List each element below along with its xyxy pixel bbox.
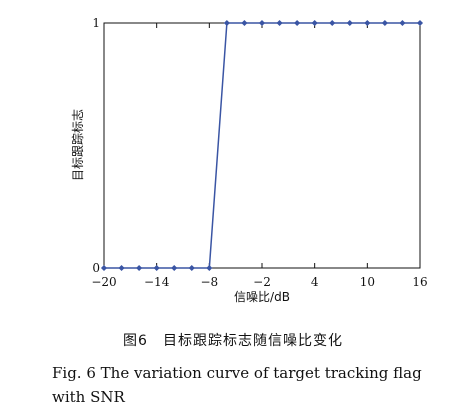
plot-frame — [103, 22, 421, 269]
y-tick-label: 1 — [92, 16, 100, 30]
data-point-marker — [294, 19, 301, 27]
x-tick-label: 10 — [360, 275, 375, 289]
figure-caption-english: Fig. 6 The variation curve of target tra… — [52, 364, 422, 406]
data-point-marker — [223, 19, 230, 27]
data-point-marker — [241, 19, 248, 27]
data-point-marker — [258, 19, 266, 27]
x-tick-label: −2 — [253, 275, 271, 289]
y-tick-label: 0 — [92, 261, 100, 275]
data-point-marker — [136, 264, 143, 272]
data-point-marker — [416, 19, 424, 27]
x-tick-label: −20 — [91, 275, 116, 289]
data-point-marker — [100, 264, 108, 272]
x-tick-label: 4 — [311, 275, 319, 289]
series-line — [104, 22, 420, 269]
x-tick-label: −8 — [200, 275, 218, 289]
chart: −20 −14 −8 −2 4 10 16 0 1 信噪比/dB 目标跟踪标志 — [71, 16, 428, 304]
data-point-marker — [188, 264, 195, 272]
data-point-marker — [346, 19, 353, 27]
data-point-marker — [171, 264, 178, 272]
data-point-marker — [399, 19, 406, 27]
data-point-marker — [311, 19, 318, 27]
data-point-marker — [206, 264, 213, 272]
x-axis-title: 信噪比/dB — [234, 290, 290, 304]
data-point-marker — [329, 19, 336, 27]
x-tick-label: −14 — [144, 275, 170, 289]
data-point-marker — [153, 264, 160, 272]
data-point-marker — [381, 19, 388, 27]
data-point-marker — [364, 19, 371, 27]
figure-caption-chinese: 图6 目标跟踪标志随信噪比变化 — [123, 333, 343, 349]
data-point-marker — [118, 264, 125, 272]
y-axis-title: 目标跟踪标志 — [71, 109, 85, 181]
x-tick-label: 16 — [412, 275, 427, 289]
data-point-marker — [276, 19, 283, 27]
